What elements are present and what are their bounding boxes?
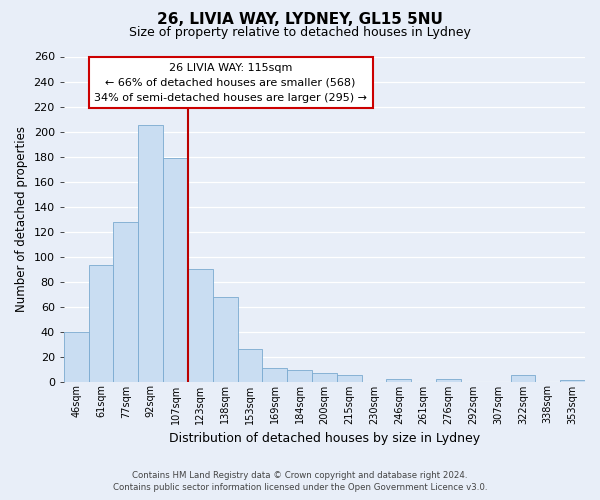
Bar	[113, 222, 138, 382]
Bar	[163, 158, 188, 382]
Bar	[262, 368, 287, 382]
Text: 26, LIVIA WAY, LYDNEY, GL15 5NU: 26, LIVIA WAY, LYDNEY, GL15 5NU	[157, 12, 443, 28]
Bar	[287, 370, 312, 382]
Bar	[89, 266, 113, 382]
Bar	[238, 349, 262, 382]
Bar	[560, 380, 585, 382]
Text: Size of property relative to detached houses in Lydney: Size of property relative to detached ho…	[129, 26, 471, 39]
Bar	[337, 376, 362, 382]
Bar	[511, 376, 535, 382]
Bar	[213, 296, 238, 382]
X-axis label: Distribution of detached houses by size in Lydney: Distribution of detached houses by size …	[169, 432, 480, 445]
Bar	[64, 332, 89, 382]
Bar	[312, 373, 337, 382]
Bar	[138, 126, 163, 382]
Bar	[386, 379, 411, 382]
Y-axis label: Number of detached properties: Number of detached properties	[15, 126, 28, 312]
Bar	[436, 379, 461, 382]
Text: Contains HM Land Registry data © Crown copyright and database right 2024.
Contai: Contains HM Land Registry data © Crown c…	[113, 471, 487, 492]
Text: 26 LIVIA WAY: 115sqm
← 66% of detached houses are smaller (568)
34% of semi-deta: 26 LIVIA WAY: 115sqm ← 66% of detached h…	[94, 63, 367, 102]
Bar	[188, 269, 213, 382]
